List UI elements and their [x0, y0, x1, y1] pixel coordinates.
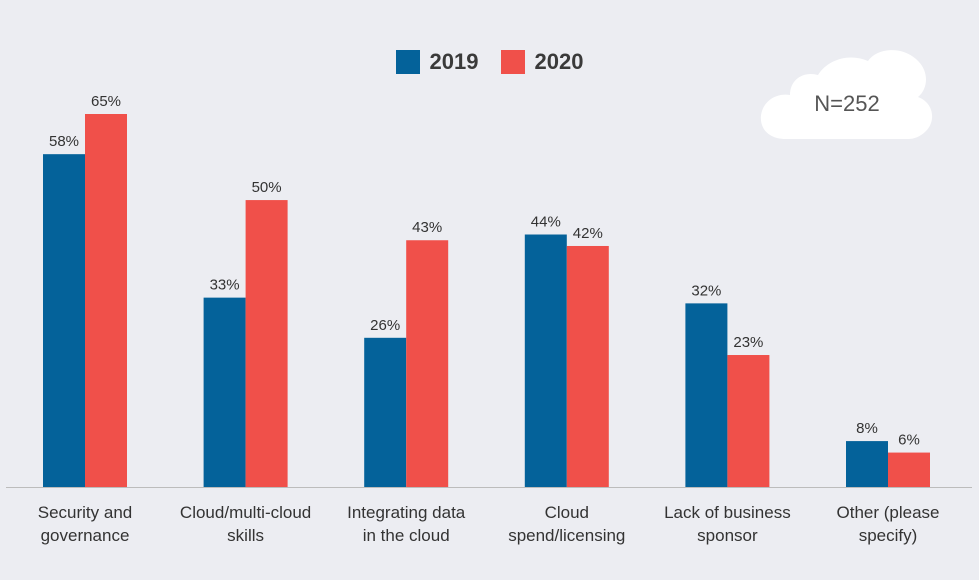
bar-2019-1 — [203, 297, 246, 487]
data-label-2019-5: 8% — [856, 420, 878, 437]
legend-item-2019: 2019 — [395, 49, 479, 75]
data-label-2020-5: 6% — [898, 432, 920, 449]
data-label-2019-1: 33% — [210, 277, 240, 294]
legend-swatch-2019 — [395, 50, 420, 74]
data-label-2019-2: 26% — [370, 317, 400, 334]
chart-legend: 2019 2020 — [0, 49, 979, 75]
data-label-2020-4: 23% — [733, 334, 763, 351]
bar-2020-1 — [245, 200, 288, 488]
legend-label-2019: 2019 — [429, 49, 479, 74]
category-label-0-1: governance — [41, 526, 130, 545]
bar-2020-4 — [727, 355, 770, 487]
category-label-2-0: Integrating data — [347, 503, 466, 522]
cloud-icon — [760, 50, 933, 139]
category-label-1-0: Cloud/multi-cloud — [180, 503, 311, 522]
legend-item-2020: 2020 — [500, 49, 584, 75]
bar-2019-5 — [846, 441, 888, 487]
bar-2020-2 — [406, 240, 449, 487]
data-label-2019-0: 58% — [49, 133, 79, 150]
bar-2019-2 — [364, 337, 407, 487]
category-label-3-1: spend/licensing — [508, 526, 625, 545]
sample-size-label: N=252 — [814, 91, 880, 116]
category-label-1-1: skills — [227, 526, 264, 545]
bar-2019-0 — [43, 154, 85, 487]
data-label-2020-0: 65% — [91, 93, 121, 110]
bar-2019-3 — [524, 234, 567, 487]
category-label-4-1: sponsor — [697, 526, 758, 545]
category-label-5-1: specify) — [859, 526, 918, 545]
data-label-2020-3: 42% — [573, 225, 603, 242]
bar-2020-5 — [888, 452, 930, 487]
bar-2019-4 — [685, 303, 728, 487]
data-label-2019-4: 32% — [691, 282, 721, 299]
category-label-4-0: Lack of business — [664, 503, 791, 522]
bar-2020-3 — [566, 245, 609, 487]
category-label-0-0: Security and — [38, 503, 133, 522]
legend-label-2020: 2020 — [534, 49, 584, 74]
category-label-2-1: in the cloud — [363, 526, 450, 545]
data-label-2020-1: 50% — [252, 179, 282, 196]
bar-2020-0 — [85, 114, 127, 487]
data-label-2019-3: 44% — [531, 214, 561, 231]
category-label-5-0: Other (please — [837, 503, 940, 522]
data-label-2020-2: 43% — [412, 219, 442, 236]
legend-swatch-2020 — [500, 50, 525, 74]
category-label-3-0: Cloud — [545, 503, 589, 522]
